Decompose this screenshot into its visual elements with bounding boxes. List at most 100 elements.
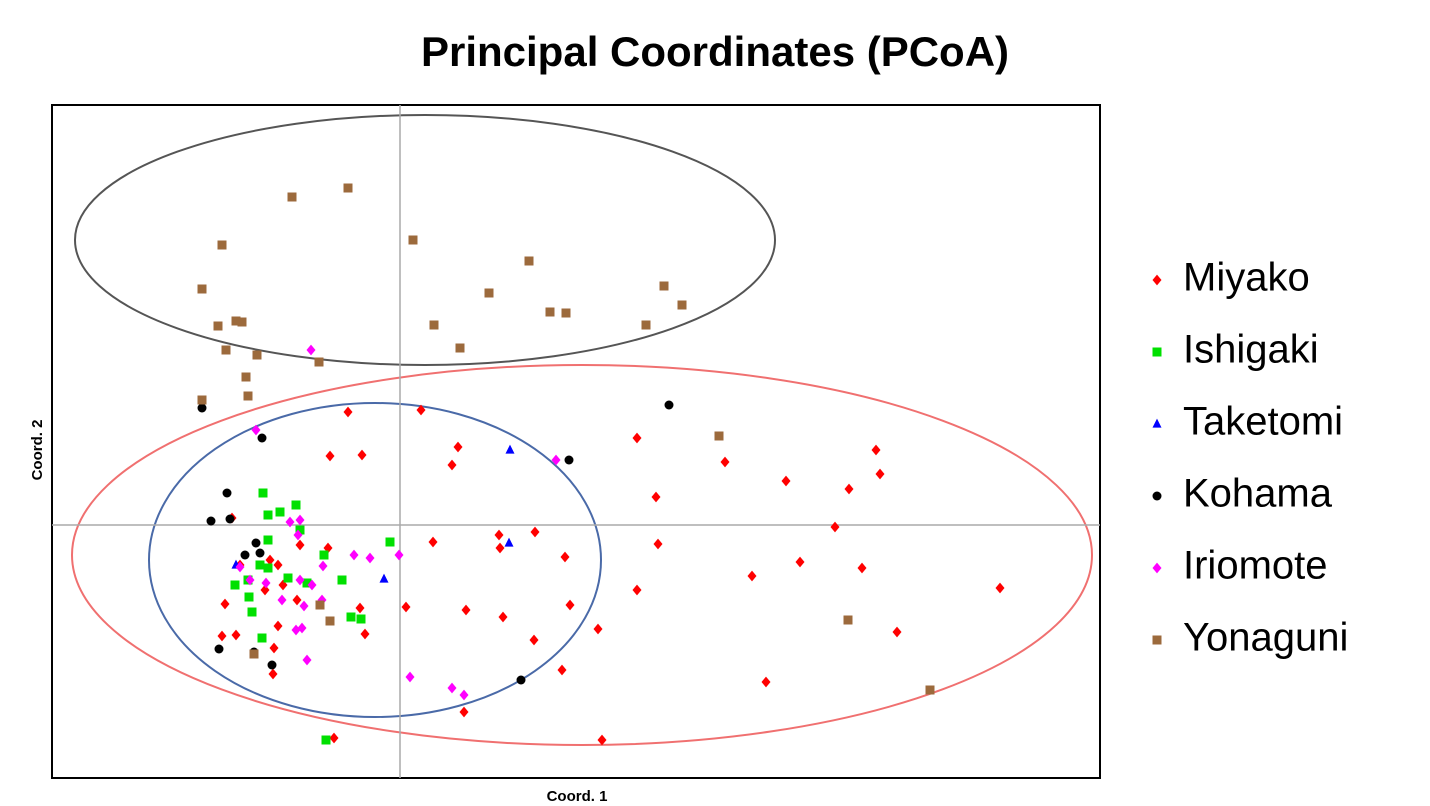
marker [1152, 347, 1162, 357]
marker [222, 488, 232, 498]
marker [269, 642, 279, 654]
marker [484, 288, 494, 298]
marker [1152, 491, 1162, 501]
marker [459, 689, 469, 701]
marker [237, 317, 247, 327]
marker [245, 574, 255, 586]
marker [349, 549, 359, 561]
marker [291, 500, 301, 510]
group-ellipse [71, 364, 1093, 746]
marker [275, 507, 285, 517]
marker [263, 535, 273, 545]
marker [343, 406, 353, 418]
marker [265, 554, 275, 566]
marker [747, 570, 757, 582]
marker [494, 529, 504, 541]
marker [302, 654, 312, 666]
marker [295, 525, 305, 535]
marker [267, 660, 277, 670]
chart-title: Principal Coordinates (PCoA) [421, 28, 1009, 75]
marker [255, 560, 265, 570]
marker [365, 552, 375, 564]
marker [318, 560, 328, 572]
marker [329, 732, 339, 744]
marker [263, 510, 273, 520]
marker [597, 734, 607, 746]
legend-label: Kohama [1183, 472, 1333, 516]
marker [875, 468, 885, 480]
marker [258, 488, 268, 498]
marker [325, 450, 335, 462]
marker [346, 612, 356, 622]
marker [405, 671, 415, 683]
marker [1152, 562, 1162, 574]
marker [225, 514, 235, 524]
marker [664, 400, 674, 410]
marker [781, 475, 791, 487]
marker [249, 649, 259, 659]
marker [545, 307, 555, 317]
marker [217, 630, 227, 642]
group-ellipse [74, 114, 776, 366]
marker [459, 706, 469, 718]
marker [632, 584, 642, 596]
marker [551, 454, 561, 466]
legend-label: Ishigaki [1183, 328, 1319, 372]
marker [356, 614, 366, 624]
marker [221, 345, 231, 355]
marker [892, 626, 902, 638]
marker [240, 550, 250, 560]
marker [287, 192, 297, 202]
marker [252, 350, 262, 360]
marker [314, 357, 324, 367]
marker [295, 514, 305, 526]
marker [653, 538, 663, 550]
marker [268, 668, 278, 680]
marker [217, 240, 227, 250]
y-axis-label: Coord. 2 [29, 420, 46, 481]
marker [394, 549, 404, 561]
marker [302, 578, 312, 588]
marker [529, 634, 539, 646]
marker [343, 183, 353, 193]
marker [379, 573, 389, 583]
marker [871, 444, 881, 456]
marker [561, 308, 571, 318]
marker [385, 537, 395, 547]
marker [277, 594, 287, 606]
marker [337, 575, 347, 585]
marker [307, 579, 317, 591]
marker [251, 424, 261, 436]
marker [251, 538, 261, 548]
marker [257, 633, 267, 643]
marker [231, 629, 241, 641]
marker [292, 594, 302, 606]
marker [243, 391, 253, 401]
marker [593, 623, 603, 635]
marker [401, 601, 411, 613]
marker [447, 682, 457, 694]
marker [273, 620, 283, 632]
marker [319, 550, 329, 560]
marker [857, 562, 867, 574]
marker [830, 521, 840, 533]
marker [306, 344, 316, 356]
marker [355, 602, 365, 614]
marker [213, 321, 223, 331]
marker [408, 235, 418, 245]
marker [925, 685, 935, 695]
marker [720, 456, 730, 468]
plot-frame [51, 104, 1101, 779]
marker [632, 432, 642, 444]
marker [295, 539, 305, 551]
marker [357, 449, 367, 461]
marker [241, 372, 251, 382]
marker [315, 600, 325, 610]
marker [214, 644, 224, 654]
marker [447, 459, 457, 471]
marker [1152, 274, 1162, 286]
legend-label: Yonaguni [1183, 616, 1348, 660]
marker [795, 556, 805, 568]
marker [461, 604, 471, 616]
